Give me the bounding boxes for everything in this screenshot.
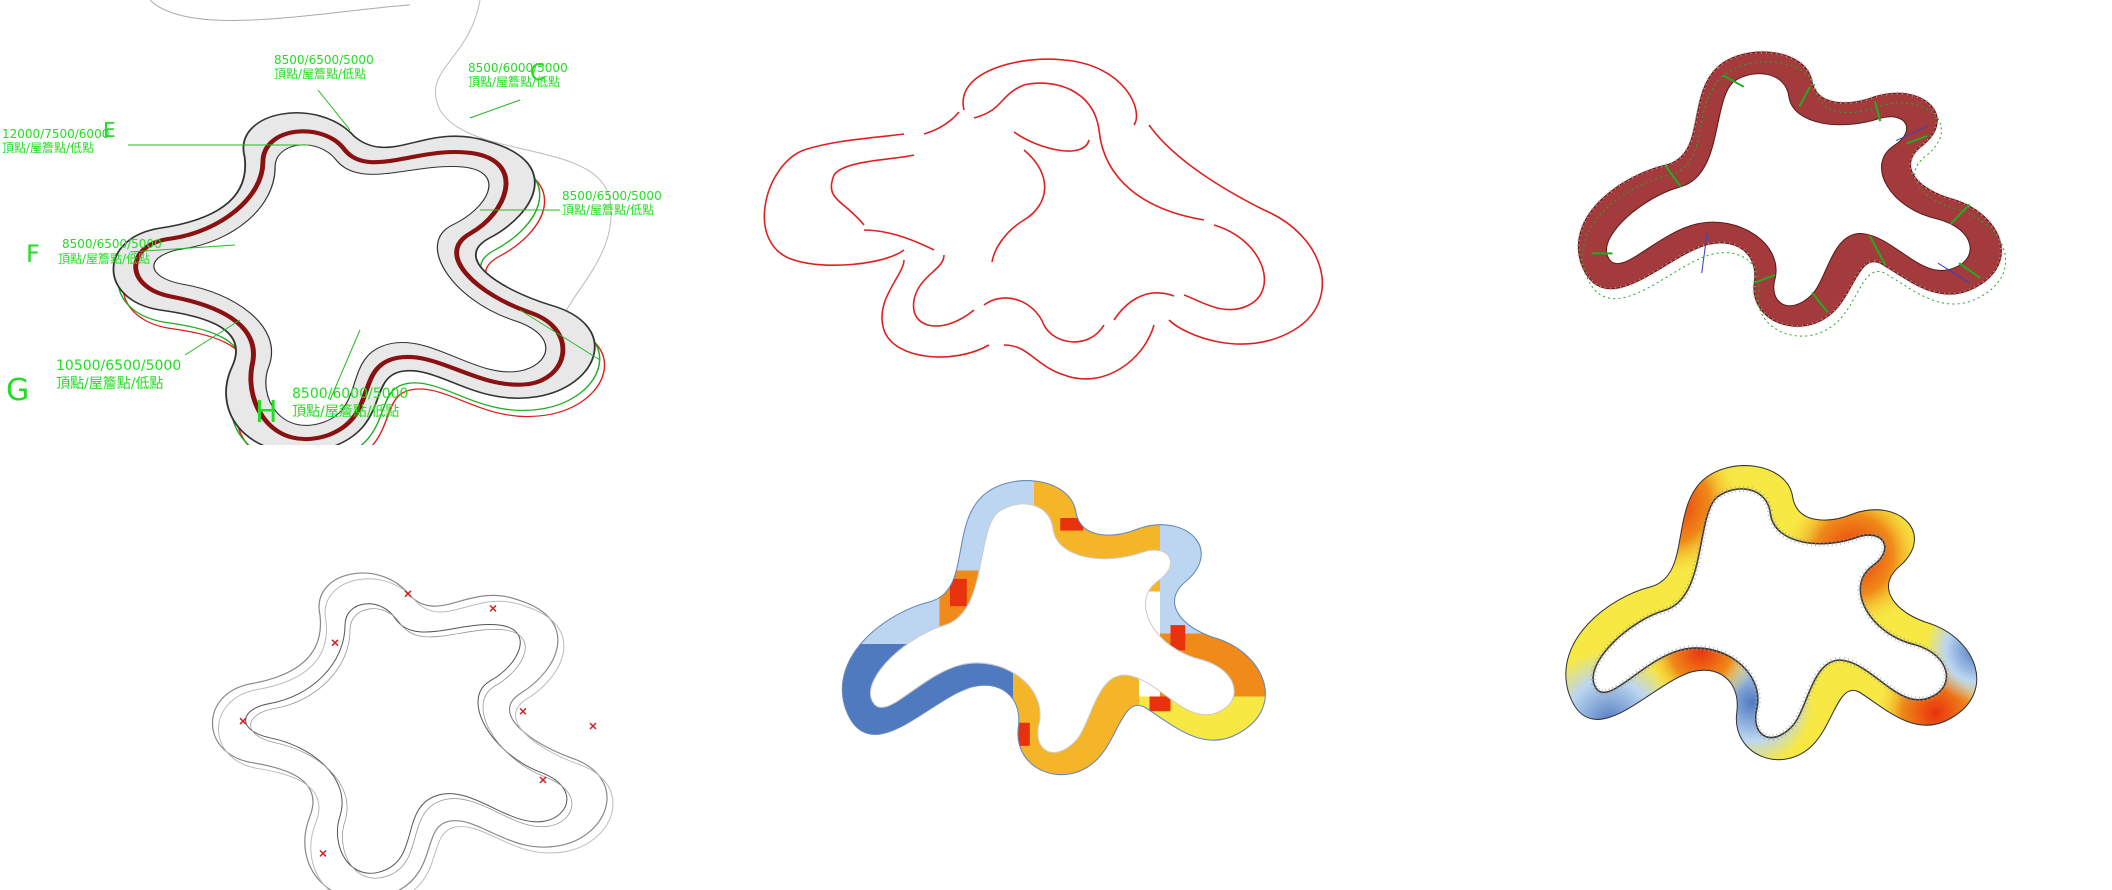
zone-yellow — [1139, 696, 1266, 775]
outline-segment — [763, 133, 905, 266]
axis-marker — [1701, 233, 1708, 274]
support-member — [1722, 74, 1745, 88]
annotation-letter: F — [26, 240, 40, 268]
wire-inner-offset — [250, 608, 573, 879]
outline-segment — [1148, 124, 1323, 345]
outline-segment — [1013, 131, 1090, 152]
annotation-values: 8500/6500/5000 — [562, 189, 662, 203]
support-member — [1811, 292, 1829, 313]
zone-light-blue — [1160, 480, 1266, 634]
roof-plan-outline-drawing — [763, 58, 1323, 380]
leader-line — [469, 99, 521, 119]
leader-line — [317, 89, 351, 131]
annotation-legend: 頂點/屋簷點/低點 — [2, 141, 94, 155]
outline-segment — [863, 229, 935, 251]
support-marker — [539, 776, 547, 784]
zone-joint — [950, 578, 967, 607]
annotation-legend: 頂點/屋簷點/低點 — [468, 75, 560, 89]
leader-line — [129, 244, 236, 253]
roof-axonometric-drawing: C 8500/6000/5000 頂點/屋簷點/低點 8500/6500/500… — [2, 0, 662, 445]
zone-joint — [920, 738, 944, 754]
outline-segment — [1183, 224, 1266, 311]
panel-wireframe — [0, 445, 704, 890]
panel-plan-outline — [704, 0, 1408, 445]
outline-segment — [1113, 292, 1175, 321]
context-curve — [434, 0, 612, 331]
annotation-legend: 頂點/屋簷點/低點 — [292, 404, 399, 420]
zone-joint — [1013, 722, 1030, 746]
annotation-legend: 頂點/屋簷點/低點 — [56, 376, 163, 392]
outline-segment — [983, 297, 1105, 343]
annotation-letter: G — [6, 373, 29, 408]
structural-rail — [133, 129, 566, 442]
panel-axonometric-annotated: C 8500/6000/5000 頂點/屋簷點/低點 8500/6500/500… — [0, 0, 704, 445]
axis-marker — [1937, 262, 1970, 284]
zone-joint — [1149, 696, 1171, 712]
roof-zone-drawing — [841, 480, 1266, 776]
roof-heatmap-drawing — [1565, 465, 1978, 761]
support-marker — [519, 707, 527, 715]
outline-segment — [962, 58, 1138, 126]
support-marker — [404, 590, 412, 598]
roof-structure-drawing — [1576, 50, 2007, 337]
support-member — [1868, 235, 1887, 266]
support-marker — [331, 639, 339, 647]
context-curve — [149, 0, 411, 21]
zone-joint — [1170, 625, 1186, 651]
support-member — [1906, 134, 1928, 145]
annotation-letter: C — [530, 61, 545, 86]
annotation-values: 12000/7500/6000 — [2, 127, 109, 141]
support-member — [1949, 203, 1971, 225]
annotation-values: 8500/6500/5000 — [62, 237, 162, 251]
leader-line — [184, 319, 241, 356]
axis-marker — [1895, 125, 1928, 142]
outline-segment — [830, 154, 915, 226]
annotation-values: 10500/6500/5000 — [56, 358, 181, 374]
support-marker — [489, 604, 497, 612]
leader-line — [519, 309, 601, 361]
annotation-values: 8500/6000/5000 — [468, 61, 568, 75]
wire-inner — [245, 603, 568, 874]
support-member — [1664, 164, 1682, 188]
roof-wireframe-drawing — [211, 572, 614, 890]
outline-segment — [912, 254, 975, 327]
support-member — [1798, 86, 1811, 107]
annotation-values: 8500/6000/5000 — [292, 386, 408, 402]
outline-segment — [991, 149, 1046, 263]
panel-heatmap — [1408, 445, 2112, 890]
outline-segment — [1003, 324, 1155, 380]
annotation-legend: 頂點/屋簷點/低點 — [58, 252, 150, 266]
outline-segment — [973, 82, 1205, 221]
annotation-letter: E — [103, 118, 116, 142]
support-member — [1753, 274, 1776, 284]
annotation-values: 8500/6500/5000 — [274, 53, 374, 67]
support-member — [1873, 101, 1882, 122]
outline-segment — [923, 111, 960, 135]
support-marker — [239, 717, 247, 725]
support-marker — [319, 849, 327, 857]
zone-joint — [1060, 518, 1084, 531]
annotation-letter: H — [255, 395, 278, 430]
support-member — [1958, 262, 1981, 279]
annotation-legend: 頂點/屋簷點/低點 — [274, 67, 366, 81]
outline-segment — [881, 259, 990, 358]
support-marker — [589, 722, 597, 730]
panel-color-zones — [704, 445, 1408, 890]
leader-line — [329, 329, 361, 401]
annotation-legend: 頂點/屋簷點/低點 — [562, 203, 654, 217]
panel-structure-shaded — [1408, 0, 2112, 445]
wire-outer — [211, 572, 608, 890]
